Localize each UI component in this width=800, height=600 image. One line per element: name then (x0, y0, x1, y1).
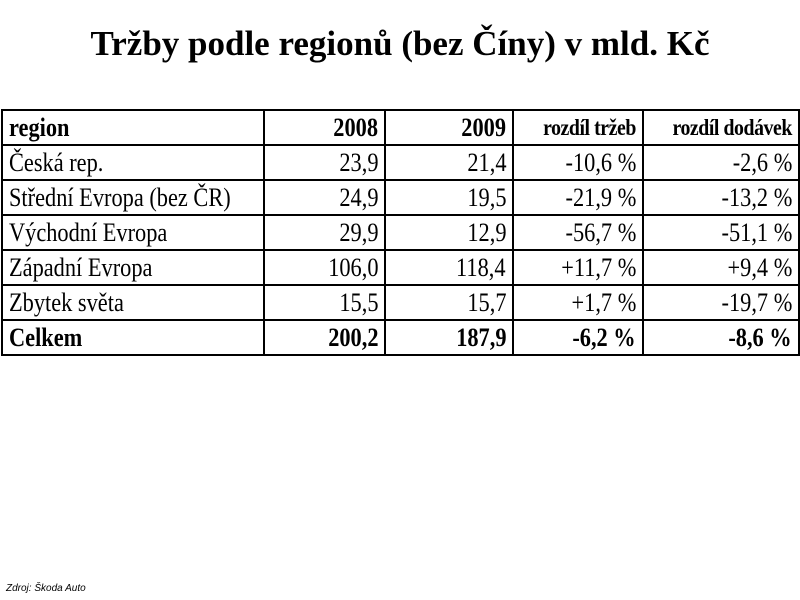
value-2009-cell: 21,4 (384, 144, 514, 181)
source-note: Zdroj: Škoda Auto (6, 583, 86, 594)
delivery-diff-cell: -13,2 % (642, 179, 800, 216)
sales-diff-cell: -10,6 % (512, 144, 644, 181)
sales-diff-cell: +11,7 % (512, 249, 644, 286)
value-2008-cell: 24,9 (263, 179, 386, 216)
table-row: Zbytek světa 15,5 15,7 +1,7 % -19,7 % (1, 284, 800, 321)
total-row: Celkem 200,2 187,9 -6,2 % -8,6 % (1, 319, 800, 356)
region-cell: Zbytek světa (1, 284, 265, 321)
total-label-cell: Celkem (1, 319, 265, 356)
value-2008-cell: 23,9 (263, 144, 386, 181)
sales-diff-cell: -56,7 % (512, 214, 644, 251)
total-delivery-diff-cell: -8,6 % (642, 319, 800, 356)
chart-title: Tržby podle regionů (bez Číny) v mld. Kč (90, 24, 710, 63)
delivery-diff-cell: -2,6 % (642, 144, 800, 181)
value-2008-cell: 106,0 (263, 249, 386, 286)
column-header-region: region (1, 109, 265, 146)
table-row: Střední Evropa (bez ČR) 24,9 19,5 -21,9 … (1, 179, 800, 216)
delivery-diff-cell: -19,7 % (642, 284, 800, 321)
sales-diff-cell: -21,9 % (512, 179, 644, 216)
sales-diff-cell: +1,7 % (512, 284, 644, 321)
delivery-diff-cell: -51,1 % (642, 214, 800, 251)
table-row: Západní Evropa 106,0 118,4 +11,7 % +9,4 … (1, 249, 800, 286)
value-2008-cell: 29,9 (263, 214, 386, 251)
region-cell: Východní Evropa (1, 214, 265, 251)
value-2009-cell: 19,5 (384, 179, 514, 216)
table-header-row: region 2008 2009 rozdíl tržeb rozdíl dod… (1, 109, 800, 146)
table-row: Česká rep. 23,9 21,4 -10,6 % -2,6 % (1, 144, 800, 181)
value-2009-cell: 12,9 (384, 214, 514, 251)
total-2009-cell: 187,9 (384, 319, 514, 356)
value-2008-cell: 15,5 (263, 284, 386, 321)
region-cell: Západní Evropa (1, 249, 265, 286)
column-header-delivery-diff: rozdíl dodávek (642, 109, 800, 146)
region-cell: Střední Evropa (bez ČR) (1, 179, 265, 216)
value-2009-cell: 15,7 (384, 284, 514, 321)
delivery-diff-cell: +9,4 % (642, 249, 800, 286)
column-header-sales-diff: rozdíl tržeb (512, 109, 644, 146)
value-2009-cell: 118,4 (384, 249, 514, 286)
total-2008-cell: 200,2 (263, 319, 386, 356)
table-row: Východní Evropa 29,9 12,9 -56,7 % -51,1 … (1, 214, 800, 251)
column-header-2009: 2009 (384, 109, 514, 146)
total-sales-diff-cell: -6,2 % (512, 319, 644, 356)
region-cell: Česká rep. (1, 144, 265, 181)
sales-table: region 2008 2009 rozdíl tržeb rozdíl dod… (1, 109, 800, 356)
column-header-2008: 2008 (263, 109, 386, 146)
